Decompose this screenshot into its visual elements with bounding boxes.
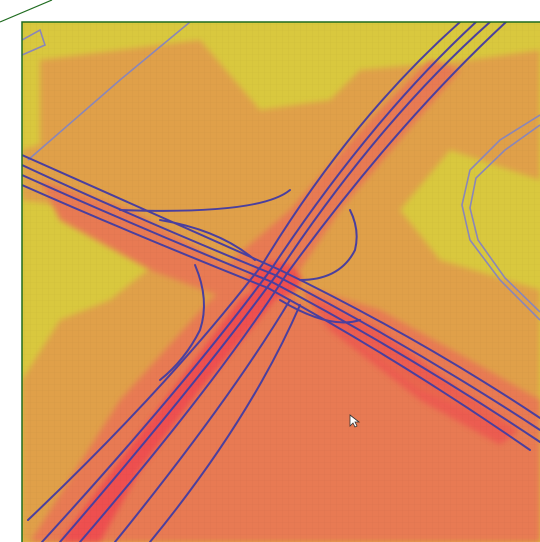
ramp <box>119 189 291 212</box>
highway-ne-sw-2 <box>41 22 477 542</box>
ramp <box>159 264 205 381</box>
highway-nw-se-2 <box>22 174 540 443</box>
ramp <box>159 219 256 261</box>
minor-road <box>22 28 46 56</box>
highways <box>22 22 540 542</box>
minor-roads <box>22 22 540 321</box>
highway-ne-sw-6 <box>149 304 301 542</box>
minor-road <box>461 114 540 321</box>
highway-nw-se-4 <box>22 154 540 419</box>
minor-road <box>27 22 191 161</box>
highway-ne-sw-4 <box>27 22 461 521</box>
ramp <box>299 209 358 281</box>
highway-nw-se-3 <box>22 184 531 451</box>
highway-nw-se-1 <box>22 164 540 431</box>
minor-road <box>469 124 540 313</box>
map-frame-border <box>21 21 540 542</box>
ramp <box>279 299 361 324</box>
highway-ne-sw-3 <box>79 22 507 542</box>
map-layers <box>22 22 540 542</box>
frame-corner-line <box>0 0 53 23</box>
highway-ne-sw-5 <box>114 299 291 542</box>
mouse-pointer-icon <box>349 414 361 428</box>
